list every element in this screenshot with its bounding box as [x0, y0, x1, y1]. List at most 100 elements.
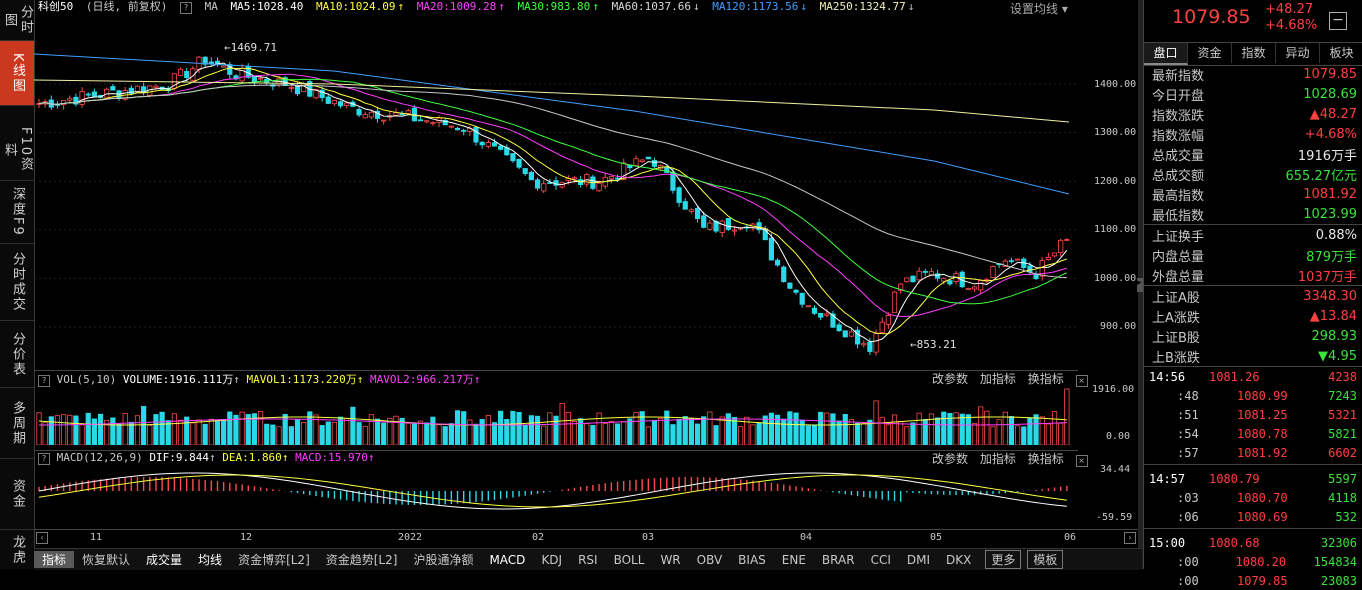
- volume-help-icon[interactable]: ?: [38, 375, 50, 387]
- tab-capital-trend[interactable]: 资金趋势[L2]: [325, 553, 398, 567]
- tab-rsi[interactable]: RSI: [578, 552, 598, 567]
- volume-bar: [805, 425, 811, 445]
- tab-orderbook[interactable]: 盘口: [1144, 43, 1188, 65]
- candle-body: [104, 88, 110, 98]
- template-button[interactable]: 模板: [1027, 550, 1064, 569]
- volume-bar: [36, 412, 42, 445]
- tab-volume[interactable]: 成交量: [146, 553, 183, 567]
- macd-close-icon[interactable]: ×: [1075, 455, 1088, 467]
- tab-dkx[interactable]: DKX: [946, 552, 972, 567]
- macd-switch-indicator[interactable]: 换指标: [1027, 452, 1064, 466]
- tab-capital-flow[interactable]: 资金: [1188, 43, 1232, 63]
- volume-bar: [922, 418, 928, 445]
- candle-body: [251, 76, 258, 82]
- volume-bar: [97, 413, 104, 445]
- volume-bar: [762, 415, 768, 445]
- candle-body: [331, 100, 338, 105]
- vol-switch-indicator[interactable]: 换指标: [1027, 372, 1064, 386]
- candle-body: [676, 187, 682, 203]
- macd-help-icon[interactable]: ?: [38, 453, 50, 465]
- macd-chart: [38, 472, 1068, 510]
- tab-depth[interactable]: 深度F9: [0, 181, 34, 244]
- vol-change-params[interactable]: 改参数: [932, 372, 969, 386]
- tab-dragon[interactable]: 龙虎: [0, 530, 34, 569]
- volume-bar: [171, 413, 178, 445]
- tab-f10[interactable]: F10资料: [0, 120, 34, 181]
- x-tick-03: 03: [642, 532, 655, 543]
- tab-ene[interactable]: ENE: [781, 552, 806, 567]
- volume-bar: [159, 411, 165, 445]
- tab-reset-default[interactable]: 恢复默认: [82, 553, 131, 567]
- tab-ma[interactable]: 均线: [198, 553, 223, 567]
- volume-bar: [904, 426, 910, 445]
- ma-settings-button[interactable]: 设置均线 ▾: [1010, 2, 1068, 16]
- volume-bar: [953, 412, 959, 445]
- tick-row: :54 1080.78 5821: [1149, 424, 1357, 443]
- volume-bar: [1021, 426, 1027, 445]
- quote-row-label: 内盘总量: [1152, 249, 1205, 265]
- tab-hk-connect[interactable]: 沪股通净额: [413, 553, 474, 567]
- quote-row-label: 指数涨跌: [1152, 108, 1205, 124]
- tab-movement[interactable]: 异动: [1276, 43, 1320, 63]
- vol-close-icon[interactable]: ×: [1075, 375, 1088, 387]
- candle-body: [719, 220, 725, 233]
- tab-kdj[interactable]: KDJ: [541, 552, 563, 567]
- quote-row: 最新指数 1079.85: [1152, 64, 1357, 84]
- candle-body: [971, 286, 978, 290]
- volume-bar: [731, 416, 738, 445]
- candle-body: [978, 280, 984, 291]
- tab-cci[interactable]: CCI: [870, 552, 891, 567]
- volume-bar: [934, 417, 941, 445]
- tick-time: :48: [1177, 388, 1199, 403]
- candle-body: [498, 145, 504, 150]
- tab-wr[interactable]: WR: [660, 552, 681, 567]
- vol-add-indicator[interactable]: 加指标: [979, 372, 1016, 386]
- ma60-line: [38, 84, 1067, 279]
- tab-capital-game[interactable]: 资金博弈[L2]: [238, 553, 310, 567]
- volume-bar: [608, 420, 614, 445]
- macd-change-params[interactable]: 改参数: [932, 452, 969, 466]
- candle-body: [934, 273, 941, 279]
- collapse-panel-icon[interactable]: ▸: [1137, 278, 1143, 292]
- more-button[interactable]: 更多: [985, 550, 1022, 569]
- x-tick-02: 02: [532, 532, 545, 543]
- volume-bar: [941, 411, 947, 445]
- macd-header: ? MACD(12,26,9) DIF:9.844↑ DEA:1.860↑ MA…: [34, 450, 1078, 467]
- tick-time: :51: [1177, 407, 1199, 422]
- tab-capital[interactable]: 资金: [0, 459, 34, 530]
- volume-bar: [79, 424, 85, 445]
- tab-obv[interactable]: OBV: [696, 552, 723, 567]
- divider: [1144, 285, 1362, 286]
- volume-bar: [122, 413, 128, 445]
- candle-body: [682, 201, 688, 210]
- tab-ticks[interactable]: 分时成交: [0, 244, 34, 321]
- help-icon[interactable]: ?: [180, 2, 192, 14]
- tab-brar[interactable]: BRAR: [821, 552, 855, 567]
- tab-multi[interactable]: 多周期: [0, 388, 34, 459]
- tab-index[interactable]: 指数: [1232, 43, 1276, 63]
- tab-indicators[interactable]: 指标: [34, 551, 75, 568]
- candle-body: [541, 183, 547, 192]
- tab-boll[interactable]: BOLL: [613, 552, 645, 567]
- tab-macd[interactable]: MACD: [489, 552, 526, 567]
- candle-body: [510, 153, 516, 162]
- volume-bar: [965, 414, 971, 445]
- tab-sector[interactable]: 板块: [1320, 43, 1362, 63]
- quote-row: 上证B股 298.93: [1152, 326, 1357, 346]
- tab-price[interactable]: 分价表: [0, 321, 34, 388]
- macd-add-indicator[interactable]: 加指标: [979, 452, 1016, 466]
- tab-dmi[interactable]: DMI: [906, 552, 930, 567]
- candlestick-chart[interactable]: ←1469.71 ←853.21: [34, 16, 1078, 368]
- volume-bar: [818, 411, 824, 445]
- minimize-icon[interactable]: −: [1329, 12, 1347, 30]
- tab-kline[interactable]: K线图: [0, 41, 34, 106]
- tab-bias[interactable]: BIAS: [738, 552, 766, 567]
- candle-body: [461, 129, 467, 132]
- quote-row-label: 上证A股: [1152, 290, 1200, 306]
- scroll-left-icon[interactable]: ‹: [36, 532, 48, 544]
- tick-price: 1080.68: [1209, 535, 1260, 550]
- scroll-right-icon[interactable]: ›: [1124, 532, 1136, 544]
- quote-row-value: 1079.85: [1303, 66, 1357, 82]
- quote-row-value: 1916万手: [1297, 148, 1357, 164]
- tab-timeshare[interactable]: 分时图: [0, 0, 34, 41]
